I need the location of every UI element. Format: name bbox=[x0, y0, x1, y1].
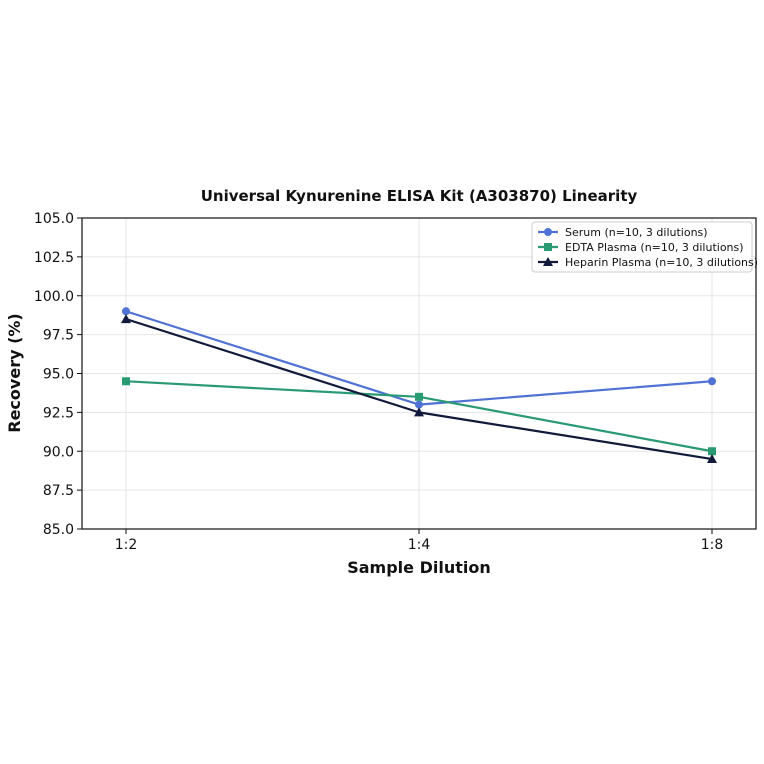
legend-item: Heparin Plasma (n=10, 3 dilutions) bbox=[538, 256, 758, 269]
data-point bbox=[121, 314, 131, 324]
series-1 bbox=[122, 307, 716, 409]
data-point bbox=[122, 307, 130, 316]
legend-swatch-marker bbox=[544, 228, 552, 236]
y-axis-label: Recovery (%) bbox=[5, 313, 24, 432]
y-tick-label: 100.0 bbox=[34, 289, 74, 305]
legend-box bbox=[531, 221, 753, 273]
data-point bbox=[415, 392, 423, 401]
x-axis-label: Sample Dilution bbox=[347, 558, 491, 577]
y-axis: 85.0 87.5 90.0 92.5 95.0 97.5 100.0 102.5 105.0 bbox=[34, 211, 82, 538]
legend: Serum (n=10, 3 dilutions) EDTA Plasma (n=… bbox=[531, 221, 758, 273]
data-point bbox=[414, 407, 424, 417]
y-tick-label: 92.5 bbox=[43, 405, 74, 421]
x-tick-label: 1:2 bbox=[115, 537, 138, 553]
y-tick-label: 85.0 bbox=[43, 522, 74, 538]
x-tick-label: 1:4 bbox=[408, 537, 431, 553]
legend-item: EDTA Plasma (n=10, 3 dilutions) bbox=[538, 241, 744, 254]
legend-label: EDTA Plasma (n=10, 3 dilutions) bbox=[565, 241, 744, 254]
y-tick-label: 102.5 bbox=[34, 250, 74, 266]
y-tick-label: 105.0 bbox=[34, 211, 74, 227]
series-layer bbox=[121, 307, 717, 464]
x-axis: 1:2 1:4 1:8 bbox=[115, 529, 724, 553]
legend-swatch-marker bbox=[544, 243, 552, 251]
data-point bbox=[707, 454, 717, 464]
chart-title: Universal Kynurenine ELISA Kit (A303870)… bbox=[201, 187, 638, 205]
data-point bbox=[708, 377, 716, 386]
y-tick-label: 95.0 bbox=[43, 367, 74, 383]
series-3 bbox=[121, 314, 717, 464]
legend-item: Serum (n=10, 3 dilutions) bbox=[538, 226, 708, 239]
legend-label: Heparin Plasma (n=10, 3 dilutions) bbox=[565, 256, 758, 269]
data-point bbox=[415, 400, 423, 409]
data-point bbox=[122, 377, 130, 386]
series-2 bbox=[122, 377, 716, 456]
x-tick-label: 1:8 bbox=[701, 537, 724, 553]
y-tick-label: 97.5 bbox=[43, 328, 74, 344]
y-tick-label: 90.0 bbox=[43, 444, 74, 460]
data-point bbox=[708, 447, 716, 456]
legend-swatch-marker bbox=[543, 257, 553, 266]
legend-label: Serum (n=10, 3 dilutions) bbox=[565, 226, 708, 239]
y-tick-label: 87.5 bbox=[43, 483, 74, 499]
